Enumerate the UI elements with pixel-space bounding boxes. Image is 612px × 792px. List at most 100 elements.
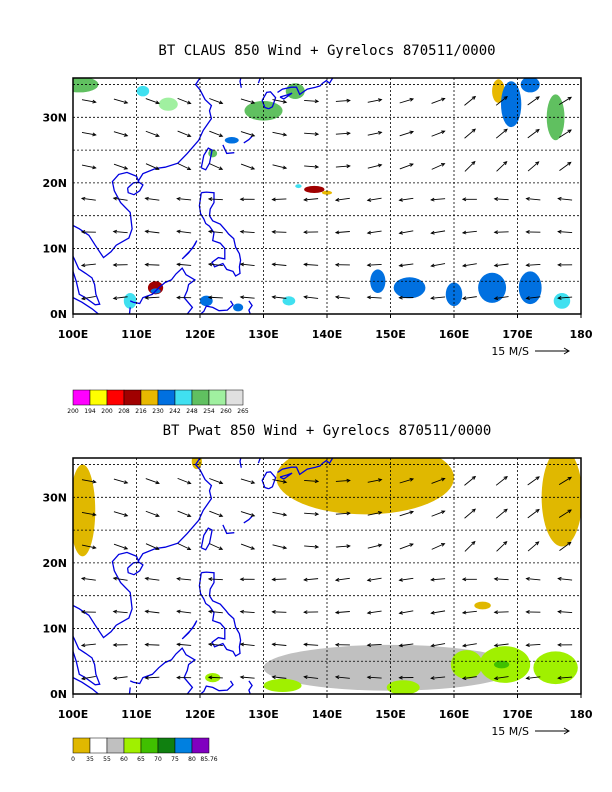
wind-arrow (145, 577, 160, 581)
wind-arrowhead (207, 675, 213, 680)
wind-arrowhead (366, 675, 372, 680)
colorbar-swatch (140, 389, 159, 406)
wind-arrow (462, 230, 477, 234)
coastline (198, 571, 242, 657)
wind-arrowhead (144, 609, 149, 614)
wind-arrow (304, 643, 319, 646)
y-tick-label: 0N (50, 688, 67, 701)
wind-arrowhead (112, 643, 118, 647)
wind-arrow (558, 129, 572, 138)
wind-arrowhead (377, 478, 383, 483)
cloud-feature (295, 184, 302, 189)
wind-arrowhead (207, 197, 213, 201)
wind-arrow (367, 511, 382, 516)
wind-arrow (494, 263, 509, 267)
wind-arrowhead (409, 130, 415, 135)
colorbar-label: 265 (237, 408, 249, 415)
x-tick-label: 120E (185, 708, 215, 721)
wind-arrow (495, 96, 508, 106)
reference-vector-label: 15 M/S (491, 345, 529, 358)
wind-arrow (558, 296, 573, 299)
wind-arrowhead (334, 610, 340, 615)
x-tick-label: 100E (58, 328, 88, 341)
x-tick-label: 130E (248, 708, 278, 721)
wind-arrow (272, 643, 287, 646)
wind-arrow (558, 676, 573, 679)
wind-arrow (335, 512, 350, 515)
wind-arrow (177, 97, 191, 104)
wind-arrow (240, 611, 255, 614)
wind-arrow (431, 676, 446, 679)
wind-arrowhead (207, 609, 213, 614)
wind-arrowhead (346, 131, 351, 136)
wind-arrow (113, 163, 128, 170)
wind-arrow (559, 162, 572, 171)
wind-arrow (208, 263, 223, 267)
y-tick-label: 10N (42, 242, 67, 255)
wind-arrow (113, 296, 128, 299)
x-tick-label: 170E (502, 708, 532, 721)
wind-arrow (304, 512, 319, 515)
wind-arrowhead (503, 540, 508, 546)
wind-arrowhead (92, 132, 97, 137)
wind-arrowhead (567, 129, 572, 134)
wind-arrowhead (409, 510, 415, 515)
wind-arrow (113, 197, 128, 201)
wind-arrow (335, 676, 350, 679)
wind-arrowhead (187, 100, 192, 105)
wind-arrow (462, 296, 477, 300)
wind-arrow (527, 476, 540, 486)
wind-arrow (462, 643, 477, 647)
wind-arrowhead (155, 546, 160, 550)
wind-arrow (208, 578, 223, 581)
wind-arrowhead (535, 161, 540, 166)
wind-arrowhead (271, 675, 276, 680)
wind-arrowhead (557, 576, 562, 581)
wind-arrowhead (80, 643, 86, 648)
wind-arrowhead (186, 546, 192, 550)
reference-vector-head (563, 727, 570, 735)
wind-arrowhead (271, 609, 276, 614)
wind-arrowhead (557, 229, 562, 234)
wind-arrowhead (314, 544, 320, 549)
wind-arrowhead (334, 230, 340, 235)
colorbar-label: 65 (137, 756, 145, 763)
wind-arrow (399, 98, 414, 104)
wind-arrowhead (80, 676, 86, 681)
wind-arrowhead (303, 675, 308, 680)
wind-arrowhead (471, 160, 476, 166)
wind-arrowhead (334, 295, 340, 300)
wind-arrow (494, 231, 509, 233)
coastline (239, 458, 242, 468)
wind-arrow (399, 610, 414, 614)
coastline (128, 307, 131, 314)
wind-arrowhead (123, 133, 129, 137)
wind-arrow (272, 164, 287, 169)
wind-vectors (80, 95, 573, 301)
wind-arrow (113, 511, 128, 517)
wind-arrow (304, 480, 319, 482)
coastline (239, 78, 242, 88)
wind-arrowhead (334, 262, 340, 267)
wind-arrow (177, 610, 192, 614)
wind-arrowhead (250, 513, 256, 517)
wind-arrow (145, 296, 160, 299)
colorbar-swatch (174, 389, 193, 406)
wind-arrow (113, 131, 128, 137)
wind-arrowhead (430, 197, 435, 202)
colorbar-swatch (225, 389, 244, 406)
wind-arrowhead (535, 96, 540, 101)
wind-arrowhead (123, 513, 129, 517)
wind-arrowhead (461, 263, 467, 268)
wind-arrow (494, 643, 509, 647)
wind-arrow (208, 198, 223, 201)
wind-arrow (558, 509, 572, 518)
wind-arrow (399, 543, 414, 550)
colorbar: 0 35 55 60 65 70 75 80 85.76 (71, 737, 218, 763)
wind-arrowhead (239, 197, 244, 202)
x-tick-label: 140E (312, 328, 342, 341)
wind-arrow (177, 230, 192, 234)
wind-arrow (113, 577, 128, 581)
wind-arrowhead (112, 263, 118, 267)
cloud-feature (136, 85, 150, 97)
